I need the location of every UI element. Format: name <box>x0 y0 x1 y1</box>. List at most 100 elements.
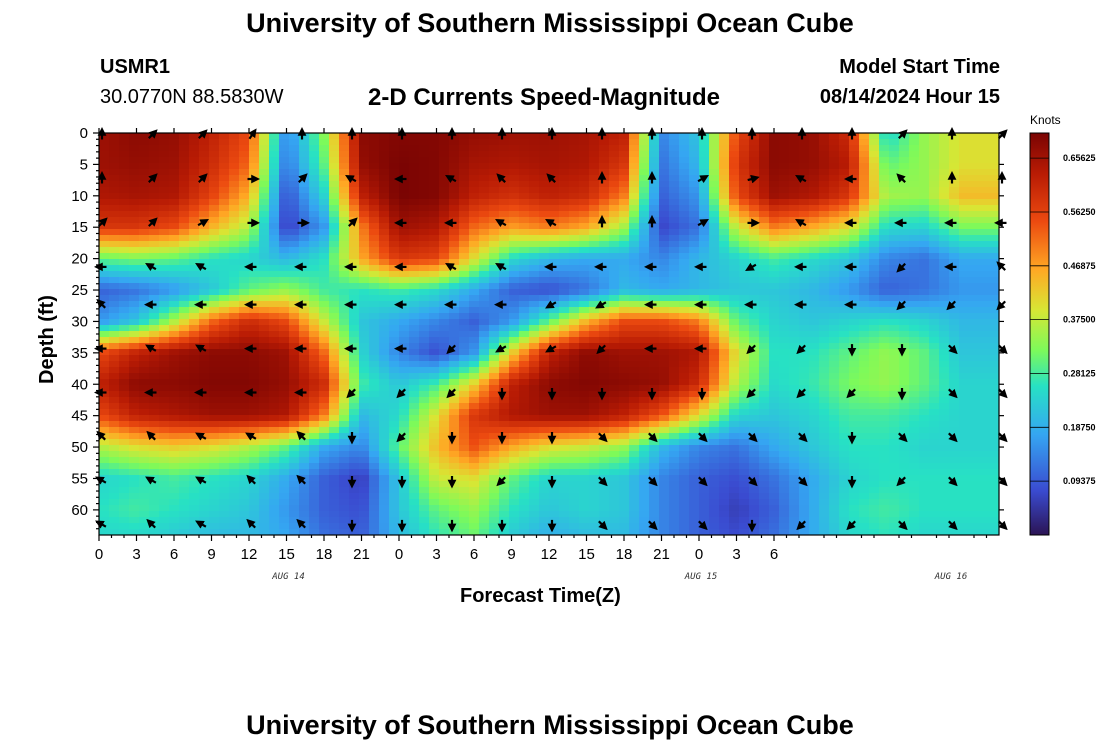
heatmap-cell <box>99 229 110 236</box>
heatmap-cell <box>429 427 440 434</box>
heatmap-cell <box>389 361 400 368</box>
heatmap-cell <box>529 331 540 338</box>
heatmap-cell <box>689 355 700 362</box>
heatmap-cell <box>109 361 120 368</box>
heatmap-cell <box>219 445 230 452</box>
heatmap-cell <box>559 385 570 392</box>
heatmap-cell <box>179 277 190 284</box>
heatmap-cell <box>159 379 170 386</box>
heatmap-cell <box>509 217 520 224</box>
heatmap-cell <box>879 199 890 206</box>
heatmap-cell <box>369 271 380 278</box>
heatmap-cell <box>719 265 730 272</box>
heatmap-cell <box>579 259 590 266</box>
heatmap-cell <box>959 193 970 200</box>
heatmap-cell <box>639 319 650 326</box>
heatmap-cell <box>859 133 870 140</box>
heatmap-cell <box>539 391 550 398</box>
heatmap-cell <box>369 199 380 206</box>
heatmap-cell <box>629 223 640 230</box>
heatmap-cell <box>509 187 520 194</box>
heatmap-cell <box>919 337 930 344</box>
heatmap-cell <box>369 427 380 434</box>
heatmap-cell <box>649 289 660 296</box>
heatmap-cell <box>119 277 130 284</box>
heatmap-cell <box>819 319 830 326</box>
heatmap-cell <box>939 187 950 194</box>
heatmap-cell <box>419 379 430 386</box>
heatmap-cell <box>929 271 940 278</box>
heatmap-cell <box>699 247 710 254</box>
heatmap-cell <box>149 337 160 344</box>
heatmap-cell <box>149 463 160 470</box>
heatmap-cell <box>519 403 530 410</box>
heatmap-cell <box>709 277 720 284</box>
heatmap-cell <box>439 133 450 140</box>
heatmap-cell <box>919 157 930 164</box>
heatmap-cell <box>139 439 150 446</box>
heatmap-cell <box>269 427 280 434</box>
heatmap-cell <box>849 139 860 146</box>
heatmap-cell <box>449 337 460 344</box>
heatmap-cell <box>879 253 890 260</box>
heatmap-cell <box>919 325 930 332</box>
heatmap-cell <box>219 325 230 332</box>
heatmap-cell <box>729 325 740 332</box>
heatmap-cell <box>889 241 900 248</box>
heatmap-cell <box>959 199 970 206</box>
heatmap-cell <box>649 355 660 362</box>
heatmap-cell <box>199 241 210 248</box>
heatmap-cell <box>199 409 210 416</box>
heatmap-cell <box>559 217 570 224</box>
heatmap-cell <box>779 385 790 392</box>
heatmap-cell <box>749 133 760 140</box>
heatmap-cell <box>109 433 120 440</box>
heatmap-cell <box>879 223 890 230</box>
heatmap-cell <box>649 397 660 404</box>
heatmap-cell <box>409 409 420 416</box>
heatmap-cell <box>439 445 450 452</box>
heatmap-cell <box>139 313 150 320</box>
heatmap-cell <box>199 307 210 314</box>
heatmap-cell <box>809 223 820 230</box>
heatmap-cell <box>929 229 940 236</box>
heatmap-cell <box>929 259 940 266</box>
heatmap-cell <box>839 421 850 428</box>
heatmap-cell <box>709 229 720 236</box>
heatmap-cell <box>439 409 450 416</box>
heatmap-cell <box>339 313 350 320</box>
heatmap-cell <box>939 415 950 422</box>
heatmap-cell <box>769 433 780 440</box>
heatmap-cell <box>779 259 790 266</box>
heatmap-cell <box>849 433 860 440</box>
heatmap-cell <box>409 355 420 362</box>
heatmap-cell <box>869 457 880 464</box>
heatmap-cell <box>519 367 530 374</box>
heatmap-cell <box>679 361 690 368</box>
heatmap-cell <box>579 277 590 284</box>
heatmap-cell <box>959 457 970 464</box>
heatmap-cell <box>819 361 830 368</box>
heatmap-cell <box>579 151 590 158</box>
heatmap-cell <box>739 139 750 146</box>
heatmap-cell <box>969 187 980 194</box>
heatmap-cell <box>699 445 710 452</box>
heatmap-cell <box>139 181 150 188</box>
heatmap-cell <box>739 379 750 386</box>
heatmap-cell <box>559 163 570 170</box>
heatmap-cell <box>279 211 290 218</box>
heatmap-cell <box>219 259 230 266</box>
heatmap-cell <box>199 187 210 194</box>
heatmap-cell <box>269 445 280 452</box>
heatmap-cell <box>299 235 310 242</box>
heatmap-cell <box>239 463 250 470</box>
heatmap-cell <box>559 241 570 248</box>
heatmap-cell <box>879 265 890 272</box>
heatmap-cell <box>439 229 450 236</box>
heatmap-cell <box>909 187 920 194</box>
heatmap-cell <box>309 259 320 266</box>
heatmap-cell <box>499 229 510 236</box>
heatmap-cell <box>589 391 600 398</box>
heatmap-cell <box>179 409 190 416</box>
heatmap-cell <box>879 193 890 200</box>
